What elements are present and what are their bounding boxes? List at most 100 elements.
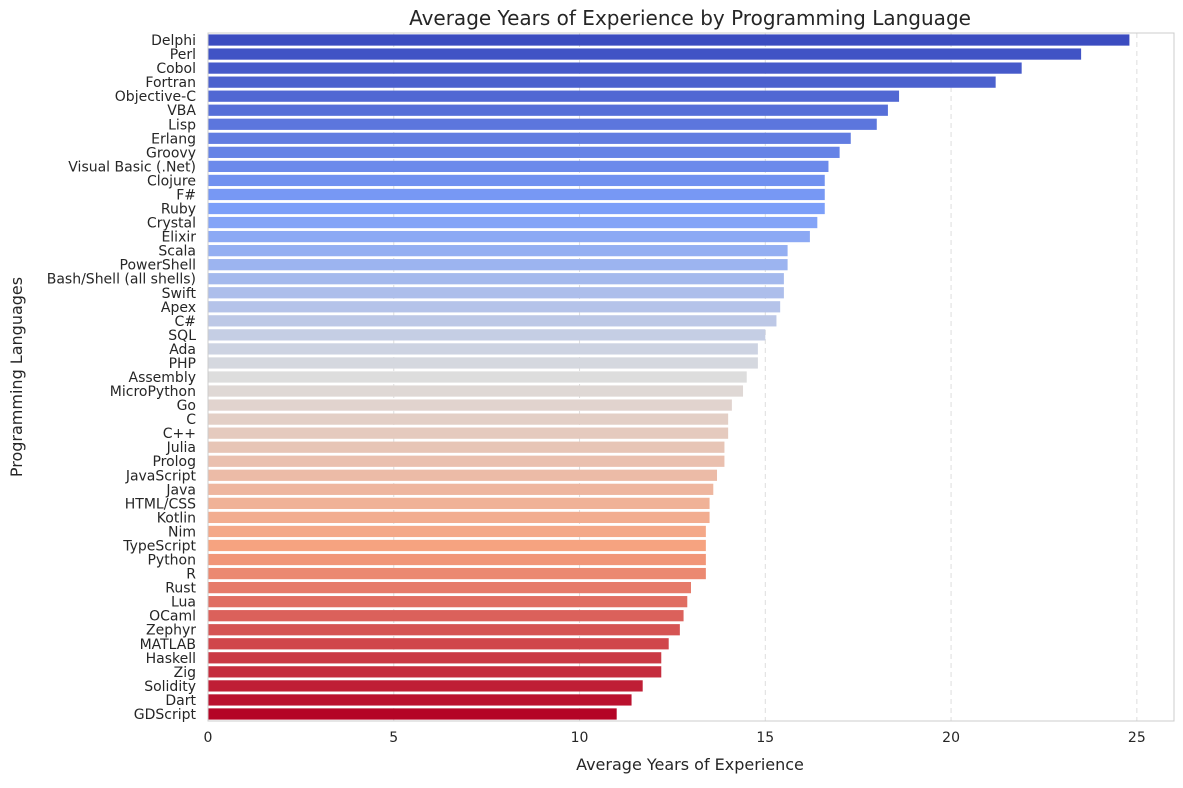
y-tick-label: Erlang [151, 131, 196, 147]
bar [208, 48, 1082, 60]
y-tick-label: HTML/CSS [125, 496, 196, 512]
y-tick-label: VBA [167, 103, 196, 119]
bar [208, 315, 777, 327]
bar [208, 188, 825, 201]
plot-frame [207, 32, 1175, 722]
bar [208, 441, 725, 453]
y-tick-label: Java [165, 482, 196, 498]
bar [208, 146, 840, 158]
bar [208, 76, 996, 88]
x-tick-label: 25 [1128, 730, 1146, 746]
y-tick-label: C++ [163, 426, 196, 442]
y-tick-label: Apex [161, 300, 196, 316]
y-tick-label: Crystal [147, 216, 196, 232]
y-tick-label: Kotlin [157, 510, 196, 526]
y-tick-label: Zephyr [146, 623, 196, 639]
bar [208, 581, 691, 594]
bar [208, 567, 706, 580]
y-tick-label: Fortran [145, 75, 196, 91]
y-tick-label: SQL [168, 328, 196, 344]
y-tick-label: PowerShell [120, 258, 196, 274]
bar [208, 62, 1022, 74]
y-tick-label: Lisp [168, 117, 196, 133]
y-tick-label: Haskell [146, 651, 196, 667]
bar [208, 610, 684, 622]
bar [208, 357, 758, 369]
bar [208, 596, 688, 608]
y-tick-label: Nim [168, 524, 196, 540]
bar [208, 245, 788, 257]
y-tick-label: GDScript [134, 707, 197, 723]
y-tick-label: Rust [165, 581, 196, 597]
bar [208, 34, 1130, 46]
y-tick-label: Perl [170, 47, 196, 63]
bar [208, 511, 710, 524]
y-tick-label: Zig [174, 665, 196, 681]
bar [208, 652, 662, 664]
y-tick-label: OCaml [149, 609, 196, 625]
y-tick-label: PHP [169, 356, 196, 372]
y-tick-label: C [186, 412, 196, 428]
x-axis-label: Average Years of Experience [576, 755, 804, 774]
y-tick-label: F# [176, 187, 196, 203]
bar [208, 230, 810, 243]
bar [208, 343, 758, 355]
y-tick-labels: DelphiPerlCobolFortranObjective-CVBALisp… [47, 33, 197, 723]
bar [208, 413, 729, 425]
bar [208, 385, 744, 397]
y-tick-label: Groovy [146, 145, 196, 161]
bar [208, 469, 718, 481]
bar [208, 708, 617, 720]
x-tick-label: 0 [204, 730, 213, 746]
bar [208, 202, 825, 215]
bar [208, 259, 788, 271]
bar [208, 483, 714, 495]
y-tick-label: Julia [166, 440, 196, 456]
bar [208, 216, 818, 229]
bars [208, 34, 1130, 720]
x-tick-label: 10 [571, 730, 589, 746]
y-tick-label: Bash/Shell (all shells) [47, 272, 196, 288]
bar [208, 624, 680, 636]
y-tick-label: Lua [171, 595, 196, 611]
y-tick-label: Scala [158, 244, 196, 260]
bar [208, 371, 747, 383]
y-tick-label: Assembly [129, 370, 196, 386]
bar [208, 287, 784, 299]
y-tick-label: Clojure [147, 173, 196, 189]
bar [208, 273, 784, 285]
bar [208, 160, 829, 173]
bar [208, 118, 877, 130]
bar [208, 680, 643, 692]
bar [208, 497, 710, 509]
x-tick-label: 5 [389, 730, 398, 746]
y-tick-label: Dart [165, 693, 196, 709]
bar [208, 427, 729, 439]
bar [208, 104, 888, 116]
y-tick-label: Ruby [161, 202, 196, 218]
y-tick-label: Swift [162, 286, 197, 302]
y-tick-label: JavaScript [125, 468, 197, 484]
bar [208, 539, 706, 552]
y-tick-label: MicroPython [110, 384, 196, 400]
bar [208, 694, 632, 706]
y-tick-label: Objective-C [115, 89, 196, 105]
bar [208, 174, 825, 187]
y-tick-label: Prolog [152, 454, 196, 470]
bar [208, 90, 900, 102]
y-tick-label: Delphi [151, 33, 196, 49]
x-tick-labels: 0 5 10 15 20 25 [204, 730, 1146, 746]
bar [208, 399, 732, 411]
y-tick-label: C# [174, 314, 196, 330]
y-tick-label: Elixir [161, 230, 196, 246]
chart-title: Average Years of Experience by Programmi… [409, 6, 971, 30]
bar [208, 553, 706, 566]
bar [208, 638, 669, 650]
x-tick-label: 15 [756, 730, 774, 746]
y-tick-label: MATLAB [140, 637, 196, 653]
y-tick-label: R [186, 567, 196, 583]
bar [208, 132, 851, 144]
bar [208, 301, 781, 313]
